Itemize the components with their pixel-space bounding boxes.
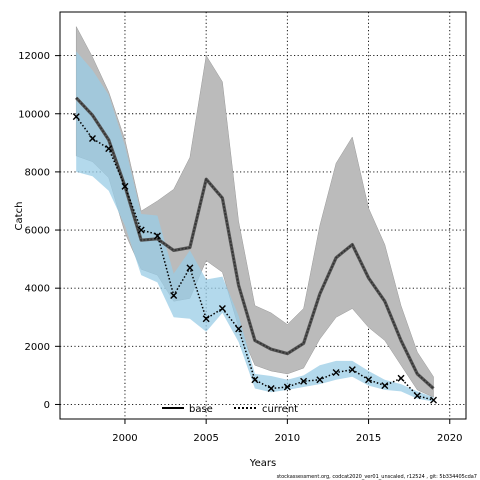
plot-frame: [59, 11, 467, 420]
x-tick-label: 2000: [112, 433, 137, 444]
y-axis-label: Catch: [14, 202, 25, 231]
y-tick-label: 2000: [25, 342, 50, 353]
y-tick-label: 6000: [25, 226, 50, 237]
current-line: [75, 116, 434, 401]
x-marker: [170, 291, 178, 299]
x-marker: [316, 376, 324, 384]
y-tick-label: 8000: [25, 167, 50, 178]
x-marker: [397, 374, 405, 382]
x-marker: [186, 264, 194, 272]
x-marker: [381, 382, 389, 390]
legend-item-current: current: [234, 404, 298, 415]
x-tick-label: 2020: [437, 433, 462, 444]
y-tick-label: 0: [44, 400, 50, 411]
y-tick-label: 10000: [18, 109, 50, 120]
footer-note: stockassessment.org, codcat2020_ver01_un…: [277, 474, 477, 480]
x-marker: [218, 305, 226, 313]
x-marker: [251, 376, 259, 384]
legend: base current: [162, 404, 298, 415]
y-tick-label: 4000: [25, 284, 50, 295]
x-marker: [283, 383, 291, 391]
x-marker: [235, 325, 243, 333]
x-marker: [348, 366, 356, 374]
x-marker: [267, 384, 275, 392]
x-marker: [153, 232, 161, 240]
legend-item-base: base: [162, 404, 213, 415]
y-tick-label: 12000: [18, 51, 50, 62]
x-marker: [88, 134, 96, 142]
x-marker: [72, 113, 80, 121]
x-marker: [137, 226, 145, 234]
base-line: [75, 97, 435, 390]
x-marker: [121, 182, 129, 190]
legend-label-base: base: [189, 404, 213, 415]
confidence-bands: [75, 26, 434, 402]
x-marker: [413, 392, 421, 400]
x-marker: [202, 315, 210, 323]
x-tick-label: 2005: [193, 433, 218, 444]
x-axis-label: Years: [249, 458, 276, 469]
current-band: [76, 51, 434, 402]
series-lines: [75, 96, 435, 401]
x-marker: [332, 368, 340, 376]
axis-ticks: 2000 2005 2010 2015 2020 0 2000 4000 6000 8000 100…: [18, 51, 462, 444]
x-marker: [365, 376, 373, 384]
x-marker: [105, 145, 113, 153]
x-tick-label: 2015: [356, 433, 381, 444]
x-marker: [300, 377, 308, 385]
x-tick-label: 2010: [275, 433, 300, 444]
x-marker: [430, 396, 438, 404]
legend-label-current: current: [262, 404, 298, 415]
x-markers: [72, 113, 438, 404]
